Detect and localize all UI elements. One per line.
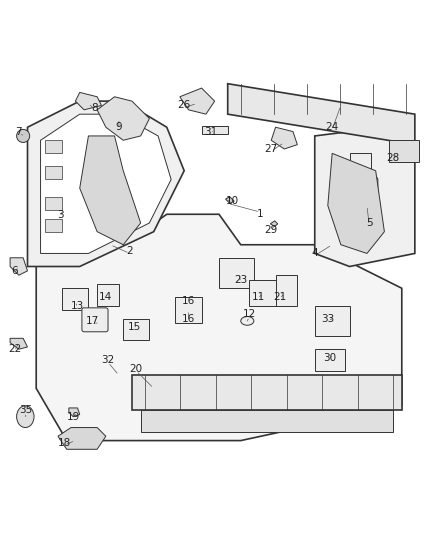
Bar (45, 140, 62, 154)
Polygon shape (80, 136, 141, 245)
Bar (45, 166, 62, 180)
Text: 21: 21 (273, 292, 286, 302)
Text: 29: 29 (265, 224, 278, 235)
Text: 23: 23 (234, 276, 247, 286)
Text: 20: 20 (130, 364, 143, 374)
Bar (45, 197, 62, 210)
Text: 28: 28 (386, 152, 400, 163)
Polygon shape (226, 197, 234, 204)
FancyBboxPatch shape (82, 308, 108, 332)
Bar (201, 126, 228, 134)
Bar (315, 349, 345, 371)
Text: 4: 4 (311, 248, 318, 259)
Polygon shape (271, 127, 297, 149)
Bar (389, 140, 419, 162)
Text: 7: 7 (15, 126, 22, 136)
Text: 18: 18 (58, 438, 71, 448)
Polygon shape (41, 114, 171, 254)
Text: 8: 8 (92, 103, 98, 112)
Text: 32: 32 (101, 355, 115, 365)
Polygon shape (97, 97, 149, 140)
Text: 19: 19 (67, 411, 80, 422)
Bar (315, 305, 350, 336)
Text: 11: 11 (251, 292, 265, 302)
Ellipse shape (17, 406, 34, 427)
Text: 6: 6 (11, 266, 18, 276)
Bar (276, 275, 297, 305)
Text: 13: 13 (71, 301, 84, 311)
Text: 10: 10 (226, 196, 239, 206)
Polygon shape (270, 221, 278, 227)
Bar (350, 154, 371, 171)
Polygon shape (75, 92, 102, 110)
Polygon shape (28, 101, 184, 266)
Text: 2: 2 (127, 246, 133, 256)
Polygon shape (180, 88, 215, 114)
Text: 30: 30 (323, 353, 336, 363)
Text: 16: 16 (182, 296, 195, 306)
Text: 5: 5 (366, 218, 372, 228)
Polygon shape (10, 258, 28, 275)
Text: 14: 14 (99, 292, 113, 302)
Text: 12: 12 (243, 309, 256, 319)
Bar (176, 297, 201, 323)
Bar (62, 288, 88, 310)
Polygon shape (315, 127, 415, 266)
Text: 26: 26 (177, 100, 191, 110)
Text: 15: 15 (127, 322, 141, 333)
Polygon shape (132, 375, 402, 410)
Bar (250, 279, 280, 305)
Text: 27: 27 (265, 144, 278, 154)
Polygon shape (58, 427, 106, 449)
Text: 16: 16 (182, 314, 195, 324)
Text: 9: 9 (116, 122, 122, 132)
Bar (97, 284, 119, 305)
FancyBboxPatch shape (356, 177, 378, 199)
Text: 33: 33 (321, 314, 335, 324)
Bar (45, 219, 62, 232)
Text: 1: 1 (257, 209, 264, 219)
Polygon shape (141, 410, 393, 432)
Polygon shape (36, 214, 402, 441)
Polygon shape (10, 338, 28, 349)
Polygon shape (69, 408, 80, 417)
Polygon shape (228, 84, 415, 144)
Text: 17: 17 (86, 316, 99, 326)
Text: 31: 31 (204, 126, 217, 136)
Bar (123, 319, 149, 341)
Bar (219, 258, 254, 288)
Text: 22: 22 (8, 344, 21, 354)
Polygon shape (328, 154, 385, 254)
Text: 35: 35 (19, 405, 32, 415)
Ellipse shape (241, 317, 254, 325)
Text: 24: 24 (325, 122, 339, 132)
Circle shape (17, 130, 30, 142)
Text: 3: 3 (57, 210, 64, 220)
